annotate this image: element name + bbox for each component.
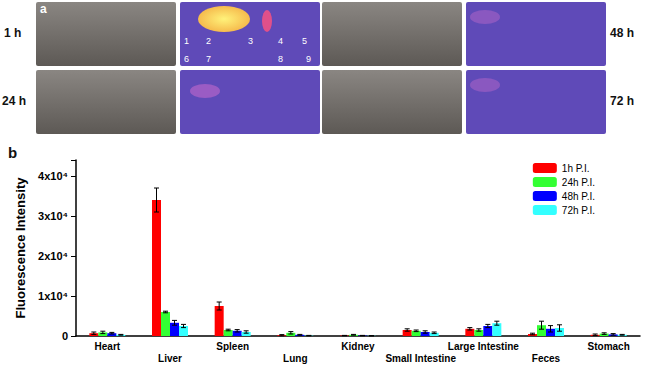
svg-text:Large Intestine: Large Intestine (448, 341, 520, 352)
html-text:2: 2 (206, 36, 211, 46)
svg-text:2x10⁴: 2x10⁴ (38, 250, 68, 262)
html-text:6: 6 (184, 54, 189, 64)
svg-text:4x10⁴: 4x10⁴ (38, 170, 68, 182)
html-text:1: 1 (184, 36, 189, 46)
html-text:b: b (8, 144, 18, 161)
html-text:7: 7 (206, 54, 211, 64)
svg-text:Fluorescence Intensity: Fluorescence Intensity (13, 177, 28, 319)
html-text:5: 5 (302, 36, 307, 46)
html-text:4: 4 (278, 36, 283, 46)
html-text:9: 9 (306, 54, 311, 64)
html-text:72 h: 72 h (610, 94, 634, 108)
svg-text:1h P.I.: 1h P.I. (562, 163, 590, 174)
svg-text:48h P.I.: 48h P.I. (562, 191, 595, 202)
html-text:1 h: 1 h (4, 26, 22, 40)
svg-text:Small Intestine: Small Intestine (385, 353, 456, 364)
svg-text:72h P.I.: 72h P.I. (562, 205, 595, 216)
svg-text:Stomach: Stomach (588, 341, 630, 352)
svg-text:3x10⁴: 3x10⁴ (38, 210, 68, 222)
html-text:8: 8 (278, 54, 283, 64)
html-text:24 h: 24 h (2, 94, 26, 108)
svg-text:Lung: Lung (283, 353, 307, 364)
svg-text:24h P.I.: 24h P.I. (562, 177, 595, 188)
svg-text:Heart: Heart (95, 341, 121, 352)
html-text:a: a (40, 2, 47, 16)
html-text:48 h: 48 h (610, 26, 634, 40)
svg-text:Feces: Feces (532, 353, 561, 364)
svg-text:1x10⁴: 1x10⁴ (38, 290, 68, 302)
html-text:3: 3 (248, 36, 253, 46)
svg-text:Spleen: Spleen (216, 341, 249, 352)
svg-text:Kidney: Kidney (341, 341, 375, 352)
svg-text:0: 0 (62, 330, 68, 342)
svg-text:Liver: Liver (158, 353, 182, 364)
